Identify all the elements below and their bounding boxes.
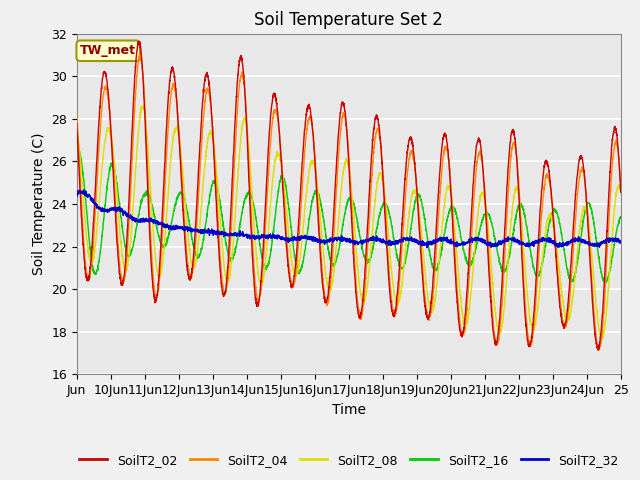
Text: TW_met: TW_met bbox=[80, 44, 136, 57]
X-axis label: Time: Time bbox=[332, 403, 366, 417]
Title: Soil Temperature Set 2: Soil Temperature Set 2 bbox=[254, 11, 444, 29]
Y-axis label: Soil Temperature (C): Soil Temperature (C) bbox=[31, 133, 45, 275]
Legend: SoilT2_02, SoilT2_04, SoilT2_08, SoilT2_16, SoilT2_32: SoilT2_02, SoilT2_04, SoilT2_08, SoilT2_… bbox=[74, 449, 623, 472]
